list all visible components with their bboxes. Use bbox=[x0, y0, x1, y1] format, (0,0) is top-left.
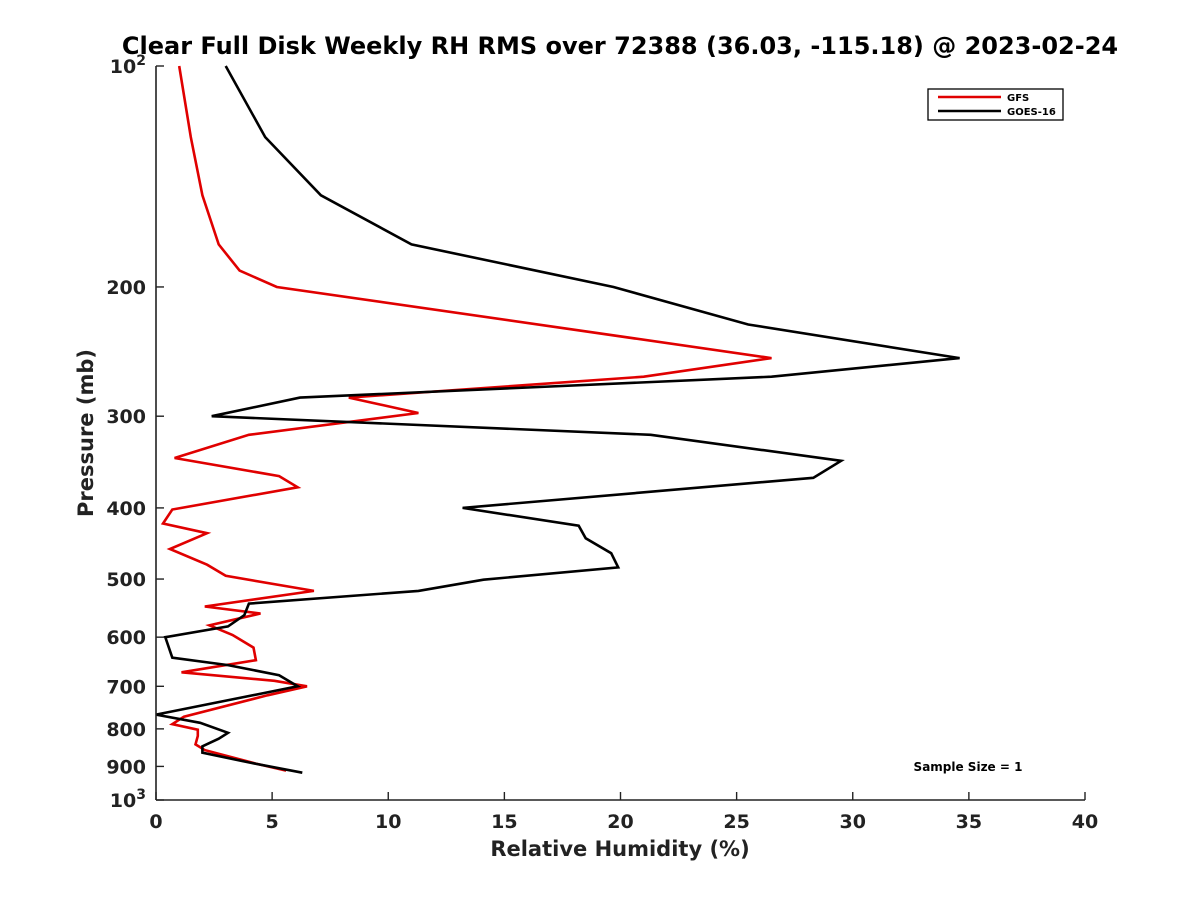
x-tick-label: 20 bbox=[607, 811, 633, 833]
y-tick-label: 300 bbox=[106, 406, 146, 428]
y-tick-label: 400 bbox=[106, 498, 146, 520]
y-tick-label: 800 bbox=[106, 719, 146, 741]
x-tick-label: 35 bbox=[956, 811, 982, 833]
y-tick-label: 600 bbox=[106, 627, 146, 649]
legend-box bbox=[927, 88, 1064, 121]
y-tick-label: 700 bbox=[106, 676, 146, 698]
y-tick-label: 900 bbox=[106, 756, 146, 778]
legend-label: GOES-16 bbox=[1007, 107, 1056, 118]
x-ticks: 0 5 10 15 20 25 30 35 40 bbox=[149, 792, 1098, 833]
x-tick-label: 0 bbox=[149, 811, 162, 833]
legend: GFS GOES-16 bbox=[927, 88, 1064, 121]
series-line-gfs bbox=[160, 65, 772, 772]
chart-title: Clear Full Disk Weekly RH RMS over 72388… bbox=[122, 32, 1118, 60]
x-tick-label: 40 bbox=[1072, 811, 1098, 833]
x-tick-label: 15 bbox=[491, 811, 517, 833]
y-tick-label: 500 bbox=[106, 569, 146, 591]
x-tick-label: 10 bbox=[375, 811, 401, 833]
plot-lines bbox=[155, 65, 960, 774]
sample-size-annotation: Sample Size = 1 bbox=[914, 760, 1023, 774]
x-axis-label: Relative Humidity (%) bbox=[490, 837, 749, 861]
x-tick-label: 5 bbox=[266, 811, 279, 833]
x-tick-label: 25 bbox=[723, 811, 749, 833]
series-line-goes-16 bbox=[155, 65, 960, 774]
x-tick-label: 30 bbox=[840, 811, 866, 833]
y-axis-label: Pressure (mb) bbox=[74, 349, 98, 517]
y-tick-label: 200 bbox=[106, 277, 146, 299]
legend-label: GFS bbox=[1007, 93, 1029, 104]
